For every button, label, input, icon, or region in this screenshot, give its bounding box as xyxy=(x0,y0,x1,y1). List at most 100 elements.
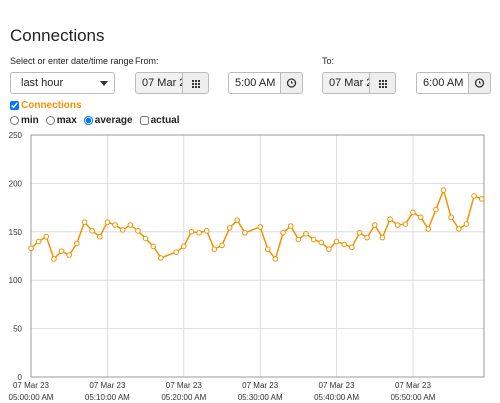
mode-label: max xyxy=(56,115,77,126)
data-point xyxy=(295,236,302,243)
data-point xyxy=(81,219,88,225)
mode-radio[interactable] xyxy=(83,116,93,125)
actual-label: actual xyxy=(150,115,180,126)
data-point xyxy=(356,229,363,236)
data-point xyxy=(211,246,218,253)
data-point xyxy=(112,222,118,228)
data-point xyxy=(104,219,111,225)
data-point xyxy=(219,242,225,249)
data-point xyxy=(58,248,65,254)
data-point xyxy=(43,233,50,240)
mode-radio[interactable] xyxy=(45,116,55,125)
mode-label: average xyxy=(94,115,133,126)
series-label: Connections xyxy=(21,100,82,111)
data-point xyxy=(272,256,279,262)
data-point xyxy=(51,256,57,262)
data-point xyxy=(478,196,485,202)
data-point xyxy=(96,233,103,240)
mode-options: min max average actual xyxy=(10,115,180,126)
data-point xyxy=(257,224,263,230)
data-point xyxy=(326,246,332,253)
calendar-button[interactable] xyxy=(182,72,209,94)
y-tick-label: 100 xyxy=(9,276,23,285)
data-point xyxy=(463,221,470,227)
data-point xyxy=(349,244,355,251)
actual-checkbox[interactable] xyxy=(139,116,149,125)
data-point xyxy=(402,221,409,227)
mode-radio[interactable] xyxy=(10,116,19,125)
data-point xyxy=(226,225,233,231)
data-point xyxy=(142,235,149,242)
x-tick-label: 05:00:00 AM xyxy=(9,393,54,402)
data-point xyxy=(364,234,370,241)
series-toggle[interactable]: Connections xyxy=(10,100,82,111)
data-point xyxy=(333,238,340,245)
x-tick-label: 07 Mar 23 xyxy=(166,381,203,390)
from-time[interactable]: 5:00 AM xyxy=(228,72,281,94)
clock-button[interactable] xyxy=(468,72,491,94)
clock-button[interactable] xyxy=(280,72,303,94)
data-point xyxy=(158,255,164,261)
y-tick-label: 200 xyxy=(9,179,23,188)
mode-option[interactable]: max xyxy=(45,115,77,126)
to-time[interactable]: 6:00 AM xyxy=(416,72,469,94)
x-tick-label: 07 Mar 23 xyxy=(242,381,279,390)
data-point xyxy=(196,229,202,236)
data-point xyxy=(74,240,80,247)
x-tick-label: 05:20:00 AM xyxy=(161,393,206,402)
data-point xyxy=(180,243,187,250)
y-tick-label: 50 xyxy=(13,325,22,334)
calendar-icon xyxy=(379,80,387,88)
data-point xyxy=(433,206,439,213)
plot-border xyxy=(30,134,485,378)
mode-option[interactable]: min xyxy=(10,115,39,126)
data-point xyxy=(234,217,241,223)
series-line xyxy=(30,187,482,261)
data-point xyxy=(173,249,179,255)
data-point xyxy=(280,229,286,236)
data-point xyxy=(150,243,157,250)
range-prompt: Select or enter date/time range xyxy=(10,56,134,66)
from-date[interactable]: 07 Mar 2 xyxy=(135,72,183,94)
data-point xyxy=(287,223,294,229)
to-date[interactable]: 07 Mar 2 xyxy=(322,72,370,94)
from-label: From: xyxy=(135,56,159,66)
x-tick-label: 07 Mar 23 xyxy=(395,381,432,390)
y-tick-label: 250 xyxy=(9,131,23,140)
series-checkbox[interactable] xyxy=(10,101,19,110)
clock-icon xyxy=(474,78,485,88)
preset-value: last hour xyxy=(21,77,64,89)
data-point xyxy=(448,214,454,221)
actual-option[interactable]: actual xyxy=(139,115,180,126)
data-point xyxy=(119,227,126,233)
data-point xyxy=(242,229,248,236)
data-point xyxy=(310,236,317,243)
data-point xyxy=(410,209,416,216)
data-point xyxy=(127,222,134,228)
mode-option[interactable]: average xyxy=(83,115,133,126)
data-point xyxy=(89,228,95,234)
x-tick-label: 05:50:00 AM xyxy=(390,393,435,402)
x-tick-label: 05:10:00 AM xyxy=(85,393,130,402)
data-point xyxy=(303,230,309,237)
data-point xyxy=(318,239,325,246)
data-point xyxy=(379,234,386,241)
data-point xyxy=(203,228,210,234)
x-tick-label: 07 Mar 23 xyxy=(319,381,356,390)
preset-select[interactable]: last hour xyxy=(10,72,115,94)
clock-icon xyxy=(286,78,297,88)
data-point xyxy=(66,252,72,258)
x-tick-label: 05:40:00 AM xyxy=(314,393,359,402)
data-point xyxy=(188,229,195,235)
calendar-button[interactable] xyxy=(369,72,396,94)
y-tick-label: 150 xyxy=(9,228,23,237)
to-label: To: xyxy=(322,56,335,66)
calendar-icon xyxy=(192,80,200,88)
mode-label: min xyxy=(21,115,39,126)
data-point xyxy=(341,241,348,248)
data-point xyxy=(35,238,42,245)
data-point xyxy=(425,226,432,232)
x-tick-label: 07 Mar 23 xyxy=(13,381,50,390)
